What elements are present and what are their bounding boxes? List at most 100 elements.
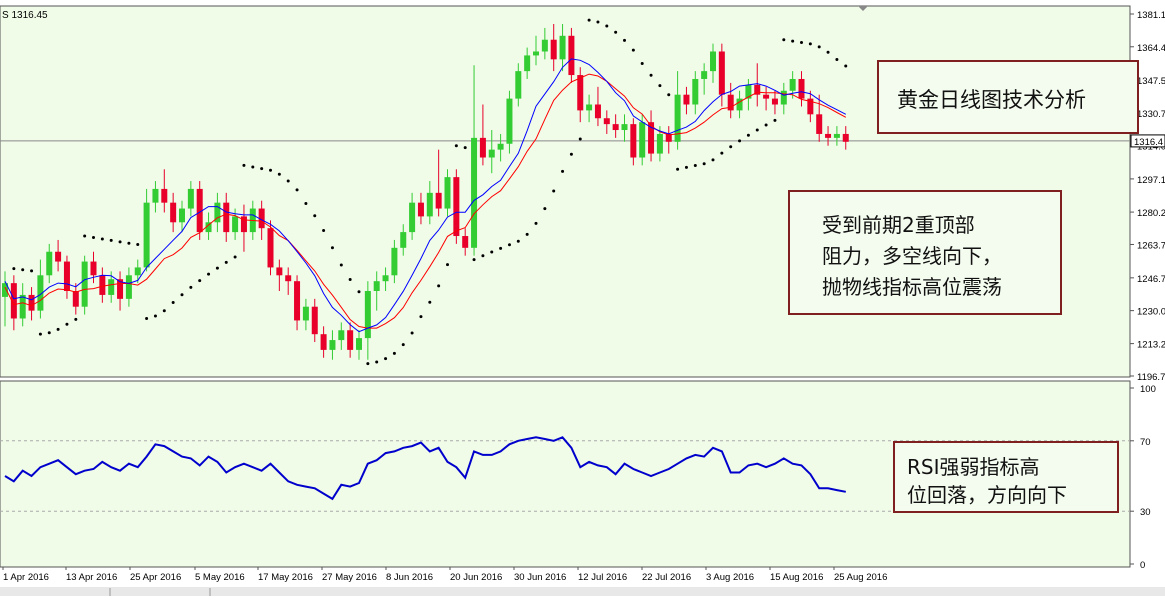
- candle-body: [816, 114, 823, 134]
- candle-body: [205, 222, 212, 233]
- sar-dot: [162, 309, 166, 313]
- sar-dot: [702, 162, 706, 166]
- candle-body: [170, 202, 177, 223]
- current-price-tag: [1130, 134, 1165, 148]
- sar-dot: [47, 331, 51, 335]
- sar-dot: [552, 189, 556, 193]
- sar-dot: [109, 238, 113, 242]
- candle-body: [391, 247, 398, 276]
- sar-dot: [507, 243, 511, 247]
- candle-body: [409, 202, 416, 233]
- candle-body: [524, 55, 531, 72]
- candle-body: [745, 84, 752, 99]
- annotation-rsi-box: RSI强弱指标高 位回落，方向向下: [893, 441, 1119, 513]
- candle-body: [701, 71, 708, 79]
- sar-dot: [693, 164, 697, 168]
- sar-dot: [339, 263, 343, 267]
- x-axis-tick-label: 22 Jul 2016: [642, 572, 691, 583]
- sar-dot: [401, 343, 405, 347]
- sar-dot: [233, 255, 237, 259]
- candle-body: [179, 208, 185, 223]
- candle-body: [479, 137, 486, 158]
- sar-dot: [729, 145, 733, 149]
- candle-body: [373, 281, 380, 291]
- candle-body: [807, 98, 814, 115]
- candle-body: [63, 261, 70, 291]
- candle-body: [825, 133, 832, 138]
- candle-body: [19, 294, 26, 319]
- y-axis-tick-label: 1297.1: [1137, 175, 1165, 186]
- candle-body: [771, 98, 778, 105]
- sar-dot: [791, 39, 795, 43]
- sar-dot: [242, 163, 246, 167]
- sar-dot: [534, 221, 538, 225]
- candle-body: [125, 275, 132, 299]
- sar-dot: [463, 146, 467, 150]
- candle-body: [161, 188, 168, 203]
- candle-body: [842, 133, 849, 142]
- candle-body: [497, 143, 504, 150]
- sar-dot: [631, 48, 635, 52]
- sar-dot: [808, 42, 812, 46]
- candle-body: [780, 90, 787, 105]
- y-axis-tick-label: 1196.7: [1137, 372, 1165, 383]
- x-axis-tick-label: 15 Aug 2016: [770, 572, 823, 583]
- candle-body: [754, 84, 761, 95]
- candle-body: [143, 202, 150, 268]
- candle-body: [417, 202, 424, 217]
- sar-dot: [782, 38, 786, 42]
- candle-body: [789, 78, 796, 91]
- candle-body: [833, 133, 840, 138]
- annotation-rsi-line-1: RSI强弱指标高: [907, 455, 1040, 479]
- candle-body: [72, 290, 79, 307]
- sar-dot: [720, 151, 724, 155]
- candle-body: [152, 188, 159, 203]
- x-axis-tick-label: 25 Aug 2016: [834, 572, 887, 583]
- candle-body: [28, 294, 35, 311]
- candle-body: [134, 267, 141, 276]
- candle-body: [400, 232, 407, 248]
- sar-dot: [614, 30, 618, 34]
- candle-body: [382, 275, 389, 282]
- annotation-analysis-line-3: 抛物线指标高位震荡: [822, 275, 1002, 299]
- sar-dot: [322, 228, 326, 232]
- sar-dot: [145, 316, 149, 320]
- sar-dot: [587, 18, 591, 22]
- candle-body: [488, 149, 495, 158]
- candle-body: [320, 334, 327, 350]
- sar-dot: [446, 263, 449, 267]
- x-axis-tick-label: 17 May 2016: [258, 572, 313, 583]
- rsi-y-axis-tick-label: 70: [1140, 437, 1151, 448]
- sar-dot: [286, 179, 290, 183]
- rsi-y-axis-tick-label: 100: [1140, 384, 1156, 395]
- candle-body: [444, 177, 451, 209]
- candle-body: [727, 94, 734, 111]
- rsi-y-axis-tick-label: 30: [1140, 507, 1151, 518]
- y-axis-tick-label: 1280.2: [1137, 208, 1165, 219]
- rsi-y-axis-tick-label: 0: [1140, 560, 1145, 571]
- sar-dot: [215, 266, 219, 270]
- candle-body: [603, 118, 610, 125]
- sar-dot: [38, 332, 42, 336]
- sar-dot: [711, 158, 715, 162]
- annotation-analysis-box: 受到前期2重顶部 阻力，多空线向下， 抛物线指标高位震荡: [788, 190, 1062, 315]
- candle-body: [541, 39, 548, 52]
- candle-body: [736, 98, 743, 111]
- annotation-title-box: 黄金日线图技术分析: [877, 60, 1139, 134]
- candle-body: [568, 35, 575, 76]
- candle-body: [763, 94, 770, 99]
- sar-dot: [844, 64, 848, 68]
- sar-dot: [384, 357, 388, 361]
- sar-dot: [516, 239, 520, 243]
- sar-dot: [251, 165, 255, 169]
- candle-body: [37, 275, 44, 311]
- y-axis-tick-label: 1381.1: [1137, 10, 1165, 21]
- sar-dot: [277, 172, 281, 176]
- candle-body: [586, 104, 593, 111]
- candle-body: [594, 104, 601, 119]
- candle-body: [258, 208, 265, 229]
- sar-dot: [375, 360, 379, 364]
- sar-dot: [357, 290, 361, 294]
- sar-dot: [198, 279, 202, 283]
- x-axis-tick-label: 25 Apr 2016: [130, 572, 181, 583]
